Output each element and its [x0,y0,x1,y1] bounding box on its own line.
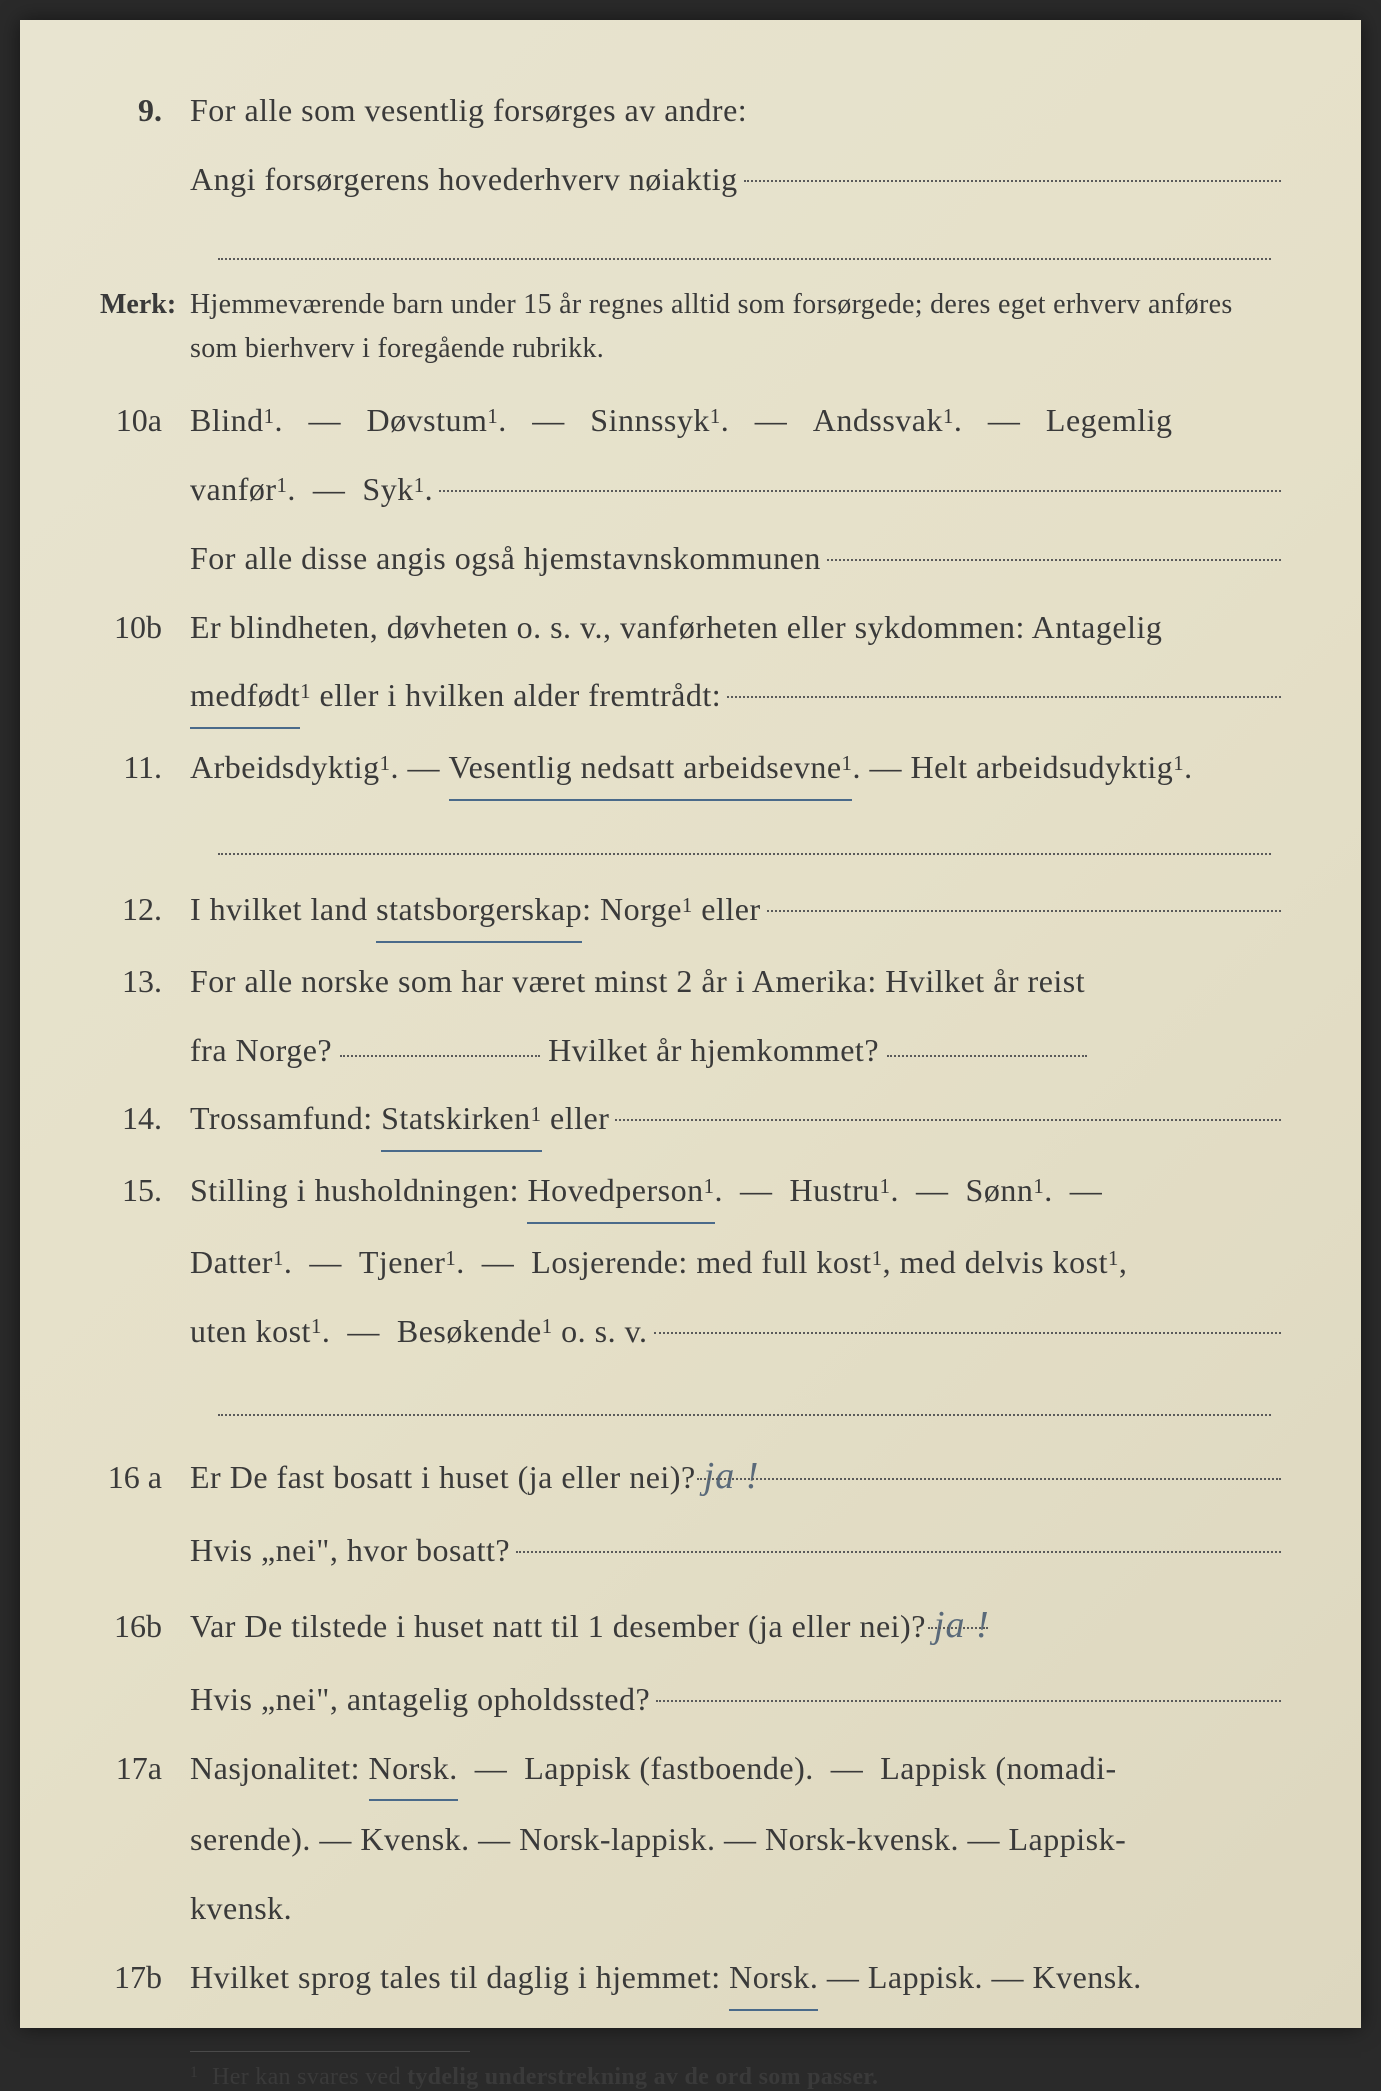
question-text: For alle norske som har været minst 2 år… [190,951,1281,1012]
label: Angi forsørgerens hovederhverv nøiaktig [190,149,738,210]
label: Hvis „nei", antagelig opholdssted? [190,1669,650,1730]
footnote-rule [190,2051,470,2052]
question-16b: 16b Var De tilstede i huset natt til 1 d… [100,1589,1281,1661]
question-15-line2: Datter1. — Tjener1. — Losjerende: med fu… [100,1232,1281,1293]
question-17a: 17a Nasjonalitet: Norsk. — Lappisk (fast… [100,1738,1281,1802]
fill-line[interactable] [727,694,1281,698]
question-number: 16b [100,1596,190,1657]
fill-line[interactable] [615,1117,1281,1121]
question-17a-line2: serende). — Kvensk. — Norsk-lappisk. — N… [100,1809,1281,1870]
question-15-line3: uten kost1. — Besøkende1 o. s. v. [100,1301,1281,1362]
question-10a-line2: vanfør1. — Syk1. [100,459,1281,520]
question-text: Stilling i husholdningen: Hovedperson1. … [190,1160,1281,1224]
question-17b: 17b Hvilket sprog tales til daglig i hje… [100,1947,1281,2011]
fill-line[interactable] [218,256,1271,260]
question-number: 16 a [100,1447,190,1508]
question-number: 14. [100,1088,190,1149]
question-number: 11. [100,737,190,798]
label: Var De tilstede i huset natt til 1 desem… [190,1596,926,1657]
question-number: 15. [100,1160,190,1221]
fill-line[interactable] [654,1330,1281,1334]
question-10b-line2: medfødt1 eller i hvilken alder fremtrådt… [100,665,1281,729]
fill-line[interactable] [827,557,1281,561]
fill-line[interactable] [744,178,1281,182]
fill-line[interactable] [340,1055,540,1057]
fill-line[interactable] [887,1055,1087,1057]
question-16a: 16 a Er De fast bosatt i huset (ja eller… [100,1440,1281,1512]
fill-line[interactable] [218,851,1271,855]
question-number: 17b [100,1947,190,2008]
fill-line[interactable] [697,1476,1281,1480]
question-9-line2: Angi forsørgerens hovederhverv nøiaktig [100,149,1281,210]
question-10b: 10b Er blindheten, døvheten o. s. v., va… [100,597,1281,658]
question-text: For alle som vesentlig forsørges av andr… [190,80,1281,141]
question-16a-line2: Hvis „nei", hvor bosatt? [100,1520,1281,1581]
question-number: 10a [100,390,190,451]
fill-line[interactable] [928,1625,988,1629]
fill-line[interactable] [516,1549,1281,1553]
question-text: Hvilket sprog tales til daglig i hjemmet… [190,1947,1281,2011]
fill-line[interactable] [218,1412,1271,1416]
question-10a: 10a Blind1. — Døvstum1. — Sinnssyk1. — A… [100,390,1281,451]
note-text: Hjemmeværende barn under 15 år regnes al… [190,283,1281,373]
fill-line[interactable] [439,488,1281,492]
question-13: 13. For alle norske som har været minst … [100,951,1281,1012]
question-10a-line3: For alle disse angis også hjemstavnskomm… [100,528,1281,589]
question-number: 12. [100,879,190,940]
question-number: 13. [100,951,190,1012]
question-17a-line3: kvensk. [100,1878,1281,1939]
question-9: 9. For alle som vesentlig forsørges av a… [100,80,1281,141]
question-number: 17a [100,1738,190,1799]
question-12: 12. I hvilket land statsborgerskap: Norg… [100,879,1281,943]
question-11: 11. Arbeidsdyktig1. — Vesentlig nedsatt … [100,737,1281,801]
question-text: Er blindheten, døvheten o. s. v., vanfør… [190,597,1281,658]
question-text: Nasjonalitet: Norsk. — Lappisk (fastboen… [190,1738,1281,1802]
question-14: 14. Trossamfund: Statskirken1 eller [100,1088,1281,1152]
note-label: Merk: [100,278,190,331]
question-13-line2: fra Norge? Hvilket år hjemkommet? [100,1020,1281,1081]
label: For alle disse angis også hjemstavnskomm… [190,528,821,589]
fill-line[interactable] [767,908,1281,912]
note-merk: Merk: Hjemmeværende barn under 15 år reg… [100,278,1281,373]
question-16b-line2: Hvis „nei", antagelig opholdssted? [100,1669,1281,1730]
question-number: 10b [100,597,190,658]
label: Er De fast bosatt i huset (ja eller nei)… [190,1447,696,1508]
footnote: 1Her kan svares ved tydelig understrekni… [190,2064,1281,2091]
question-number: 9. [100,80,190,141]
document-page: 9. For alle som vesentlig forsørges av a… [20,20,1361,2028]
question-15: 15. Stilling i husholdningen: Hovedperso… [100,1160,1281,1224]
question-text: Arbeidsdyktig1. — Vesentlig nedsatt arbe… [190,737,1281,801]
label: Hvis „nei", hvor bosatt? [190,1520,510,1581]
question-text: Blind1. — Døvstum1. — Sinnssyk1. — Andss… [190,390,1281,451]
fill-line[interactable] [656,1698,1281,1702]
